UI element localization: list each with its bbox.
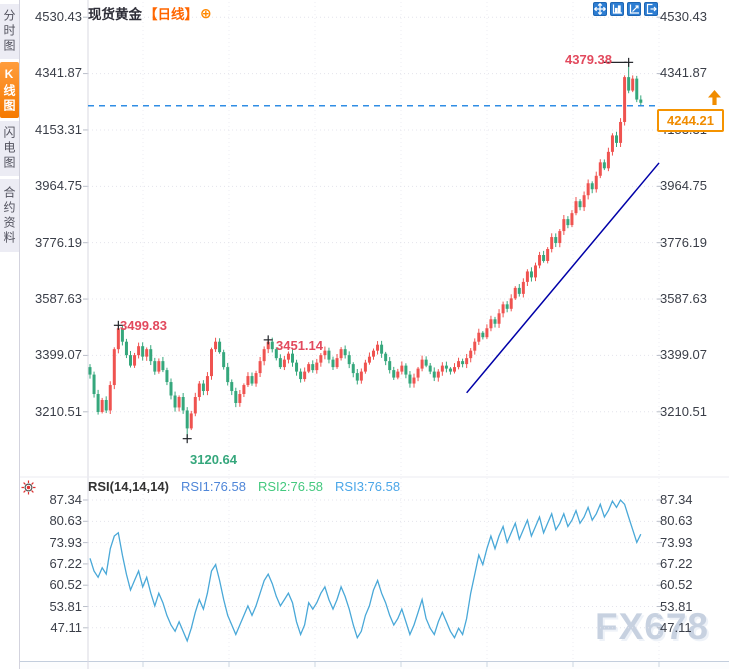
chart-toolbar [593, 2, 658, 16]
rsi-axis-label: 87.34 [660, 492, 693, 507]
sidebar-tab-label: 闪电图 [2, 126, 16, 171]
y-axis-label: 3399.07 [35, 347, 82, 362]
price-up-arrow-icon [707, 90, 722, 111]
y-axis-label: 4530.43 [660, 9, 707, 24]
y-axis-label: 4341.87 [660, 65, 707, 80]
rsi-axis-label: 60.52 [49, 577, 82, 592]
y-axis-label: 3776.19 [660, 235, 707, 250]
candlestick-series [88, 62, 643, 439]
gridlines [20, 0, 729, 669]
period-tag: 【日线】 [144, 7, 198, 22]
rsi-axis-label: 80.63 [49, 513, 82, 528]
rsi-axis-label: 60.52 [660, 577, 693, 592]
rsi-axis-label: 53.81 [660, 599, 693, 614]
chart-header: 现货黄金 【日线】 ⊕ [88, 3, 212, 23]
watermark: FX678 [595, 606, 710, 647]
chart-canvas[interactable] [20, 0, 729, 669]
sidebar-tab-flash-chart[interactable]: 闪电图 [0, 121, 19, 176]
annotation-markers [113, 57, 634, 444]
peak-annotation: 4379.38 [565, 52, 612, 67]
sidebar: 分时图 K线图 闪电图 合约资料 [0, 0, 20, 669]
exit-restore-icon[interactable] [644, 2, 658, 16]
rsi3-value: RSI3:76.58 [335, 479, 401, 494]
current-price-label: 4244.21 [657, 109, 724, 132]
rsi-indicator-label: RSI(14,14,14) [88, 479, 169, 494]
y-axis-label: 3587.63 [35, 291, 82, 306]
rsi-axis-label: 73.93 [660, 535, 693, 550]
high-annotation: 3499.83 [120, 318, 167, 333]
rsi-axis-label: 73.93 [49, 535, 82, 550]
rsi2-value: RSI2:76.58 [257, 479, 324, 494]
y-axis-label: 3210.51 [35, 404, 82, 419]
y-axis-label: 4530.43 [35, 9, 82, 24]
y-axis-label: 3964.75 [35, 178, 82, 193]
high-annotation: 3451.14 [276, 338, 323, 353]
y-axis-label: 3210.51 [660, 404, 707, 419]
sidebar-tab-label: 合约资料 [2, 185, 16, 246]
axis-zoom-icon[interactable] [610, 2, 624, 16]
rsi-axis-label: 87.34 [49, 492, 82, 507]
rsi-axis-label: 47.11 [50, 620, 82, 635]
y-axis-label: 3587.63 [660, 291, 707, 306]
y-axis-label: 4341.87 [35, 65, 82, 80]
y-axis-label: 3964.75 [660, 178, 707, 193]
rsi-axis-label: 53.81 [49, 599, 82, 614]
trend-line[interactable] [466, 162, 660, 394]
rsi-header: RSI(14,14,14) RSI1:76.58 RSI2:76.58 RSI3… [88, 479, 400, 494]
sidebar-tab-contract-info[interactable]: 合约资料 [0, 179, 19, 252]
sidebar-tab-candle-chart[interactable]: K线图 [0, 62, 19, 118]
rsi-axis-label: 67.22 [49, 556, 82, 571]
indicator-settings-icon[interactable] [21, 480, 36, 500]
time-axis-strip [20, 661, 729, 669]
instrument-title: 现货黄金 [88, 7, 142, 22]
low-annotation: 3120.64 [190, 452, 237, 467]
axis-trend-icon[interactable] [627, 2, 641, 16]
sidebar-tab-time-chart[interactable]: 分时图 [0, 4, 19, 59]
sidebar-tab-label: K线图 [2, 66, 16, 114]
rsi1-value: RSI1:76.58 [180, 479, 246, 494]
y-axis-label: 3399.07 [660, 347, 707, 362]
y-axis-label: 3776.19 [35, 235, 82, 250]
add-indicator-icon[interactable]: ⊕ [200, 5, 212, 21]
crosshair-move-icon[interactable] [593, 2, 607, 16]
rsi-axis-label: 80.63 [660, 513, 693, 528]
rsi-axis-label: 67.22 [660, 556, 693, 571]
y-axis-label: 4153.31 [35, 122, 82, 137]
sidebar-tab-label: 分时图 [2, 9, 16, 54]
rsi-axis-label: 47.11 [660, 620, 692, 635]
rsi-line [89, 499, 642, 643]
